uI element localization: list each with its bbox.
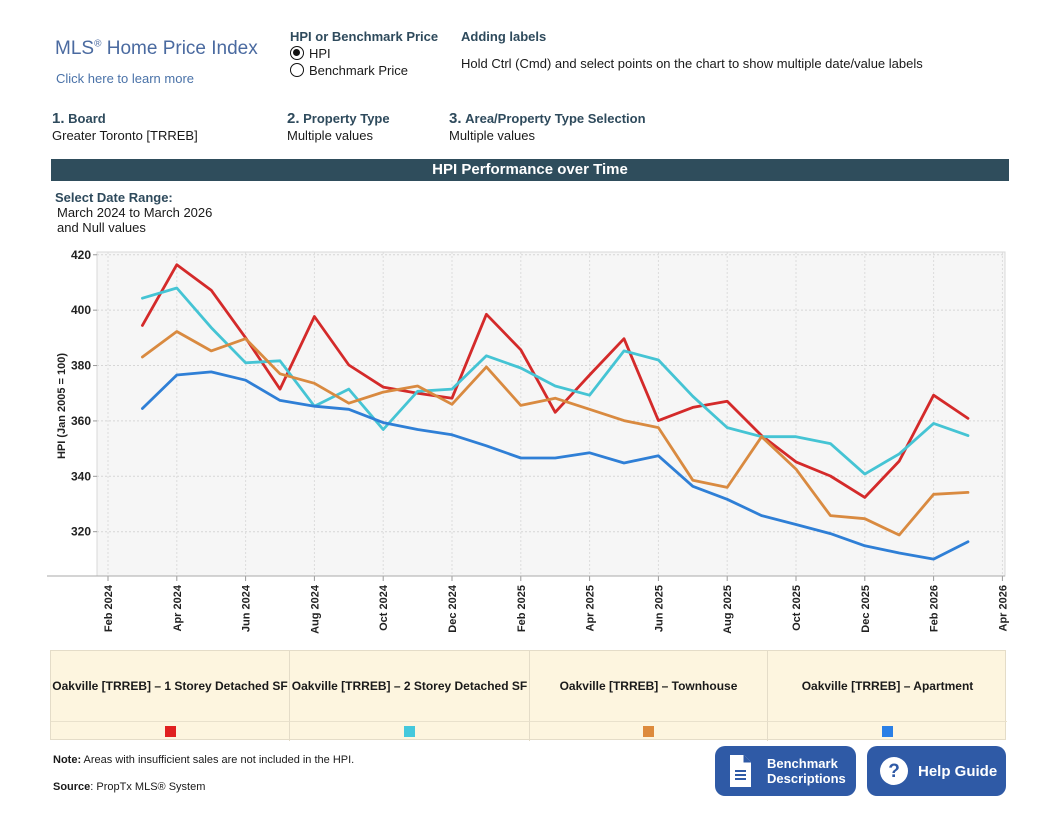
- filter-label: Property Type: [303, 111, 390, 126]
- x-tick-label: Aug 2024: [309, 584, 321, 634]
- filter-area-selection[interactable]: 3. Area/Property Type Selection Multiple…: [449, 110, 646, 143]
- x-axis: Feb 2024 Apr 2024 Jun 2024 Aug 2024 Oct 2024…: [47, 575, 1009, 634]
- legend-swatch-cell: [768, 721, 1007, 741]
- x-tick-label: Jun 2025: [653, 585, 665, 632]
- series-line-1[interactable]: [140, 286, 970, 476]
- x-tick-label: Feb 2024: [103, 584, 115, 632]
- adding-labels-heading: Adding labels: [461, 29, 547, 44]
- legend-swatch-cell: [290, 721, 530, 741]
- y-axis-label: HPI (Jan 2005 = 100): [56, 353, 68, 459]
- x-tick-label: Dec 2024: [447, 584, 459, 633]
- hpi-benchmark-toggle: HPI or Benchmark Price HPI Benchmark Pri…: [290, 29, 438, 78]
- radio-hpi-label: HPI: [309, 45, 331, 61]
- radio-benchmark-price[interactable]: Benchmark Price: [290, 62, 438, 78]
- series-line-0[interactable]: [140, 263, 970, 499]
- y-tick-label: 320: [71, 525, 91, 539]
- x-tick-label: Oct 2025: [791, 585, 803, 631]
- x-tick-label: Apr 2024: [172, 584, 184, 631]
- legend-swatch-blue[interactable]: [882, 726, 893, 737]
- chart-legend: Oakville [TRREB] – 1 Storey Detached SF …: [50, 650, 1007, 741]
- plot-area: [96, 251, 1006, 577]
- x-tick-label: Aug 2025: [722, 585, 734, 634]
- legend-swatch-cell: [530, 721, 768, 741]
- source-note: Source: PropTx MLS® System: [53, 781, 205, 793]
- legend-label[interactable]: Oakville [TRREB] – Apartment: [801, 679, 974, 693]
- x-tick-label: Apr 2026: [997, 585, 1009, 631]
- y-tick-label: 340: [71, 469, 91, 483]
- help-question-icon: ?: [880, 757, 908, 785]
- date-range-null-line: and Null values: [57, 220, 146, 235]
- x-tick-label: Dec 2025: [860, 585, 872, 633]
- note-text: Areas with insufficient sales are not in…: [81, 754, 355, 766]
- filter-label: Board: [68, 111, 106, 126]
- filter-number: 2.: [287, 110, 300, 127]
- filter-board[interactable]: 1. Board Greater Toronto [TRREB]: [52, 110, 198, 143]
- date-range-line: March 2024 to March 2026: [57, 205, 213, 220]
- filter-value[interactable]: Multiple values: [287, 128, 373, 143]
- brand-title: MLS® Home Price Index: [55, 38, 258, 60]
- series-line-3[interactable]: [140, 370, 970, 561]
- legend-label[interactable]: Oakville [TRREB] – 2 Storey Detached SF: [290, 651, 530, 721]
- radio-unselected-icon[interactable]: [290, 63, 304, 77]
- legend-label[interactable]: Oakville [TRREB] – Townhouse: [530, 651, 768, 721]
- radio-selected-icon[interactable]: [290, 46, 304, 60]
- source-label: Source: [53, 781, 91, 793]
- document-icon: [730, 755, 751, 787]
- filter-value[interactable]: Multiple values: [449, 128, 535, 143]
- date-range-value[interactable]: March 2024 to March 2026 and Null values: [57, 205, 212, 235]
- series-line-2[interactable]: [140, 330, 970, 537]
- benchmark-button-line1: Benchmark: [767, 756, 838, 771]
- legend-swatch-cyan[interactable]: [404, 726, 415, 737]
- y-tick-label: 420: [71, 248, 91, 262]
- y-tick-label: 380: [71, 359, 91, 373]
- help-guide-button[interactable]: ? Help Guide: [867, 746, 1006, 796]
- learn-more-link[interactable]: Click here to learn more: [56, 71, 194, 86]
- filter-label: Area/Property Type Selection: [465, 111, 646, 126]
- legend-label[interactable]: Oakville [TRREB] – 1 Storey Detached SF: [51, 651, 290, 721]
- x-tick-label: Apr 2025: [585, 585, 597, 631]
- section-banner: HPI Performance over Time: [51, 159, 1009, 181]
- gridlines: [97, 252, 1005, 576]
- legend-swatch-red[interactable]: [164, 726, 176, 737]
- x-tick-label: Oct 2024: [378, 584, 390, 631]
- filter-number: 1.: [52, 110, 65, 127]
- hpi-toggle-heading: HPI or Benchmark Price: [290, 29, 439, 44]
- source-text: : PropTx MLS® System: [90, 781, 206, 793]
- legend-swatch-cell: [51, 721, 290, 741]
- legend-swatch-orange[interactable]: [643, 726, 654, 737]
- footnote: Note: Areas with insufficient sales are …: [53, 754, 354, 766]
- radio-hpi[interactable]: HPI: [290, 45, 438, 61]
- radio-benchmark-label: Benchmark Price: [309, 62, 408, 78]
- series-lines[interactable]: [140, 263, 970, 561]
- registered-mark: ®: [94, 38, 102, 50]
- filter-property-type[interactable]: 2. Property Type Multiple values: [287, 110, 390, 143]
- question-glyph: ?: [888, 761, 900, 782]
- date-range-heading: Select Date Range:: [55, 190, 173, 205]
- filter-number: 3.: [449, 110, 462, 127]
- note-label: Note:: [53, 754, 82, 766]
- benchmark-button-line2: Descriptions: [767, 771, 846, 786]
- y-axis: 320 340 360 380 400 420: [71, 248, 97, 539]
- y-tick-label: 400: [71, 303, 91, 317]
- x-tick-label: Jun 2024: [241, 584, 253, 632]
- filter-value[interactable]: Greater Toronto [TRREB]: [52, 128, 198, 143]
- x-tick-label: Feb 2025: [516, 585, 528, 632]
- brand-title-rest: Home Price Index: [101, 38, 258, 59]
- x-tick-label: Feb 2026: [929, 585, 941, 632]
- y-tick-label: 360: [71, 414, 91, 428]
- help-button-label: Help Guide: [918, 762, 998, 780]
- benchmark-descriptions-button[interactable]: Benchmark Descriptions: [715, 746, 856, 796]
- hpi-line-chart[interactable]: 320 340 360 380 400 420 Feb 2024 Apr 2024 Jun 2…: [0, 0, 1063, 650]
- adding-labels-text: Hold Ctrl (Cmd) and select points on the…: [461, 56, 923, 71]
- brand-title-mls: MLS: [55, 38, 95, 59]
